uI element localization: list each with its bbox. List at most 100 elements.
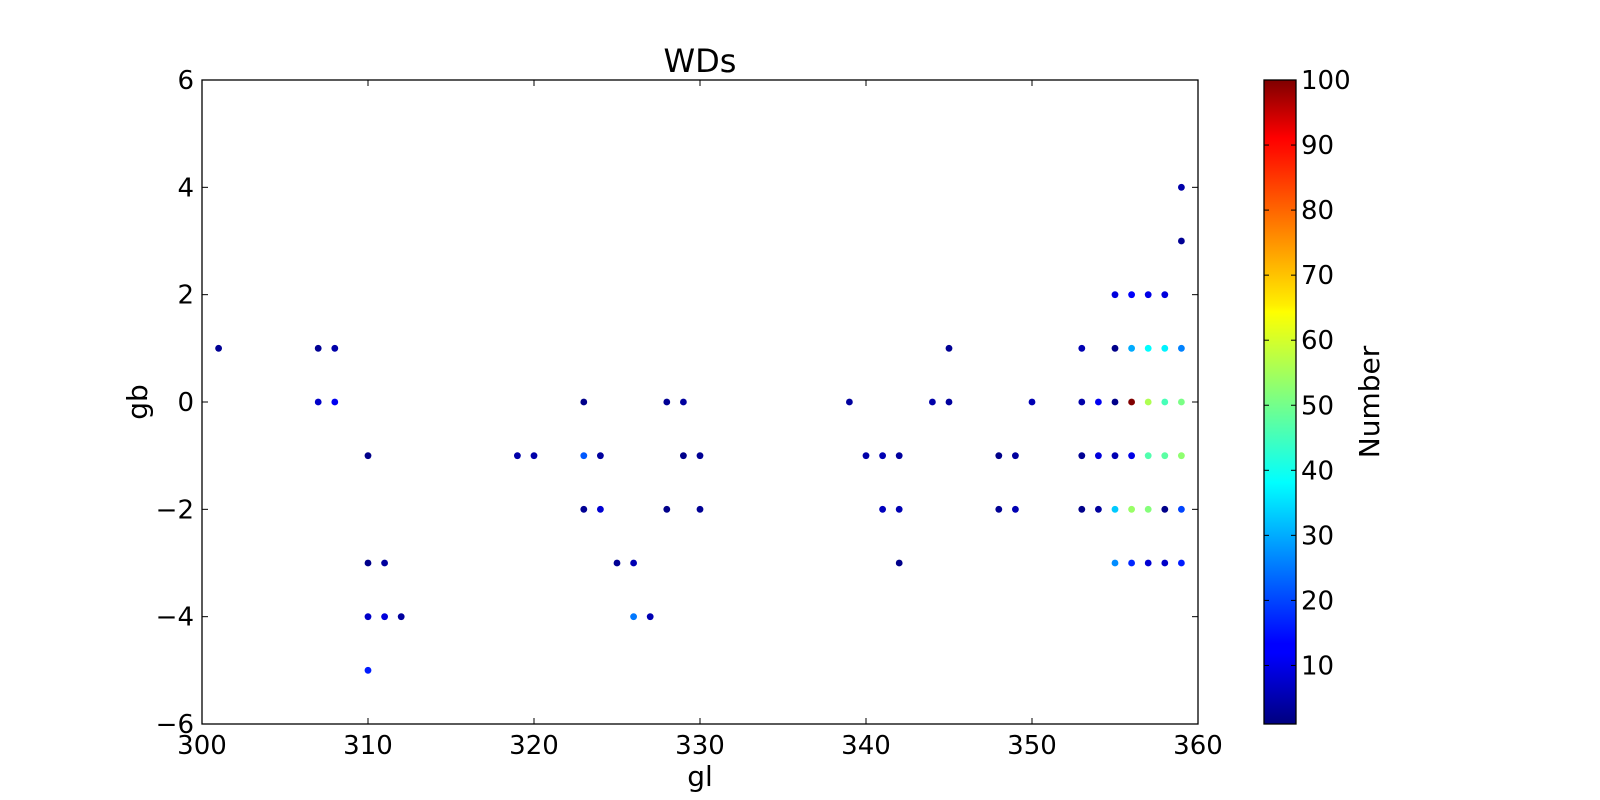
scatter-point <box>630 613 637 621</box>
scatter-point <box>1144 291 1152 299</box>
scatter-point <box>381 613 388 621</box>
scatter-point <box>1111 291 1119 299</box>
scatter-point <box>397 613 405 621</box>
y-tick-label: −4 <box>156 603 194 633</box>
scatter-point <box>1095 452 1102 460</box>
scatter-point <box>1161 398 1169 406</box>
scatter-point <box>364 613 372 621</box>
scatter-point <box>1178 398 1185 406</box>
scatter-point <box>1144 398 1152 406</box>
scatter-point <box>1111 452 1119 460</box>
scatter-point <box>381 559 388 567</box>
scatter-point <box>1111 398 1119 406</box>
scatter-point <box>1078 398 1086 406</box>
y-tick-label: −2 <box>156 495 194 525</box>
scatter-points <box>215 183 1185 674</box>
scatter-point <box>1161 291 1169 299</box>
colorbar-ticks: 10 20 30 40 50 60 70 80 90 100 <box>1264 66 1351 681</box>
x-tick-label: 330 <box>675 731 725 761</box>
colorbar-tick-label: 90 <box>1301 131 1334 161</box>
scatter-point <box>646 613 654 621</box>
scatter-point <box>1128 505 1135 513</box>
scatter-point <box>680 398 687 406</box>
scatter-point <box>1111 344 1119 352</box>
x-tick-label: 310 <box>343 731 393 761</box>
scatter-point <box>1161 344 1169 352</box>
scatter-point <box>364 452 372 460</box>
scatter-point <box>696 505 704 513</box>
colorbar-tick-label: 30 <box>1301 521 1334 551</box>
scatter-point <box>1178 237 1185 245</box>
scatter-point <box>846 398 853 406</box>
scatter-point <box>1028 398 1036 406</box>
x-axis-label: gl <box>687 760 713 793</box>
y-tick-label: 6 <box>177 66 194 96</box>
scatter-point <box>862 452 870 460</box>
x-tick-label: 320 <box>509 731 559 761</box>
scatter-point <box>514 452 521 460</box>
colorbar-gradient <box>1263 79 1297 725</box>
scatter-point <box>1144 505 1152 513</box>
scatter-point <box>1178 505 1185 513</box>
scatter-point <box>1144 452 1152 460</box>
y-axis: −6 −4 −2 0 2 4 6 <box>156 66 1198 740</box>
scatter-point <box>1161 452 1169 460</box>
scatter-point <box>895 452 903 460</box>
plot-area <box>201 79 1199 725</box>
scatter-point <box>630 559 637 567</box>
scatter-point <box>895 559 903 567</box>
scatter-point <box>580 452 588 460</box>
scatter-point <box>1161 559 1169 567</box>
scatter-point <box>613 559 621 567</box>
scatter-point <box>1078 344 1086 352</box>
x-axis: 300 310 320 330 340 350 360 <box>177 80 1223 761</box>
scatter-point <box>364 666 372 674</box>
scatter-point <box>1178 559 1185 567</box>
scatter-point <box>1078 505 1086 513</box>
scatter-point <box>663 505 671 513</box>
scatter-point <box>1095 505 1102 513</box>
x-tick-label: 360 <box>1173 731 1223 761</box>
colorbar-tick-label: 40 <box>1301 456 1334 486</box>
y-axis-label: gb <box>121 384 154 420</box>
scatter-point <box>945 398 953 406</box>
scatter-point <box>1178 344 1185 352</box>
scatter-point <box>314 344 322 352</box>
y-tick-label: 2 <box>177 281 194 311</box>
scatter-point <box>1161 505 1169 513</box>
colorbar-tick-label: 10 <box>1301 651 1334 681</box>
colorbar-tick-label: 100 <box>1301 66 1351 96</box>
scatter-point <box>1095 398 1102 406</box>
scatter-point <box>663 398 671 406</box>
scatter-point <box>879 505 886 513</box>
x-tick-label: 340 <box>841 731 891 761</box>
scatter-point <box>1128 398 1135 406</box>
scatter-point <box>945 344 953 352</box>
scatter-point <box>929 398 936 406</box>
colorbar-label: Number <box>1353 345 1386 458</box>
scatter-point <box>1012 505 1019 513</box>
scatter-point <box>331 398 339 406</box>
colorbar-tick-label: 20 <box>1301 586 1334 616</box>
scatter-point <box>1078 452 1086 460</box>
scatter-point <box>1111 505 1119 513</box>
x-tick-label: 300 <box>177 731 227 761</box>
scatter-point <box>580 398 588 406</box>
scatter-point <box>995 505 1003 513</box>
scatter-point <box>1128 452 1135 460</box>
scatter-point <box>530 452 538 460</box>
scatter-point <box>597 452 604 460</box>
scatter-point <box>215 344 223 352</box>
colorbar: 10 20 30 40 50 60 70 80 90 100 Number <box>1263 66 1386 725</box>
scatter-point <box>879 452 886 460</box>
y-tick-label: 0 <box>177 388 194 418</box>
scatter-point <box>1012 452 1019 460</box>
scatter-point <box>1128 559 1135 567</box>
scatter-point <box>995 452 1003 460</box>
scatter-point <box>895 505 903 513</box>
scatter-point <box>364 559 372 567</box>
scatter-point <box>1178 452 1185 460</box>
scatter-point <box>696 452 704 460</box>
y-tick-label: 4 <box>177 173 194 203</box>
